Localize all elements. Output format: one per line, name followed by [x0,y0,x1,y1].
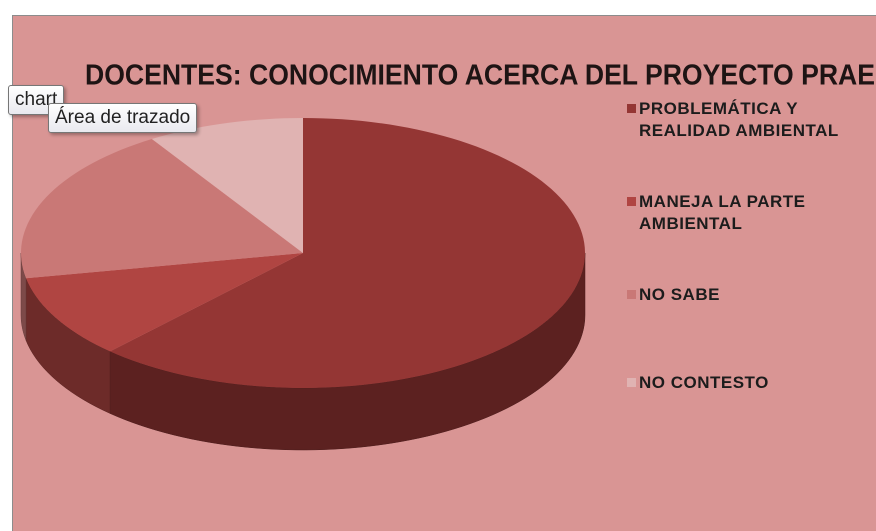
legend-label: PROBLEMÁTICA Y REALIDAD AMBIENTAL [639,99,839,140]
legend-label: NO CONTESTO [639,373,769,392]
slice [151,118,303,253]
slice [21,139,304,279]
legend-swatch [627,290,636,299]
legend-swatch [627,104,636,113]
tooltip: Área de trazado [48,103,198,133]
legend-item: MANEJA LA PARTE AMBIENTAL [627,191,867,235]
legend-item: PROBLEMÁTICA Y REALIDAD AMBIENTAL [627,98,867,142]
legend-item: NO SABE [627,284,867,306]
tooltip: chart [8,85,65,115]
slice [109,118,585,388]
legend-swatch [627,197,636,206]
legend-item: NO CONTESTO [627,372,867,394]
legend-label: NO SABE [639,285,720,304]
legend-swatch [627,378,636,387]
legend-label: MANEJA LA PARTE AMBIENTAL [639,192,806,233]
slice [25,253,303,352]
chart-title: DOCENTES: CONOCIMIENTO ACERCA DEL PROYEC… [85,60,875,92]
